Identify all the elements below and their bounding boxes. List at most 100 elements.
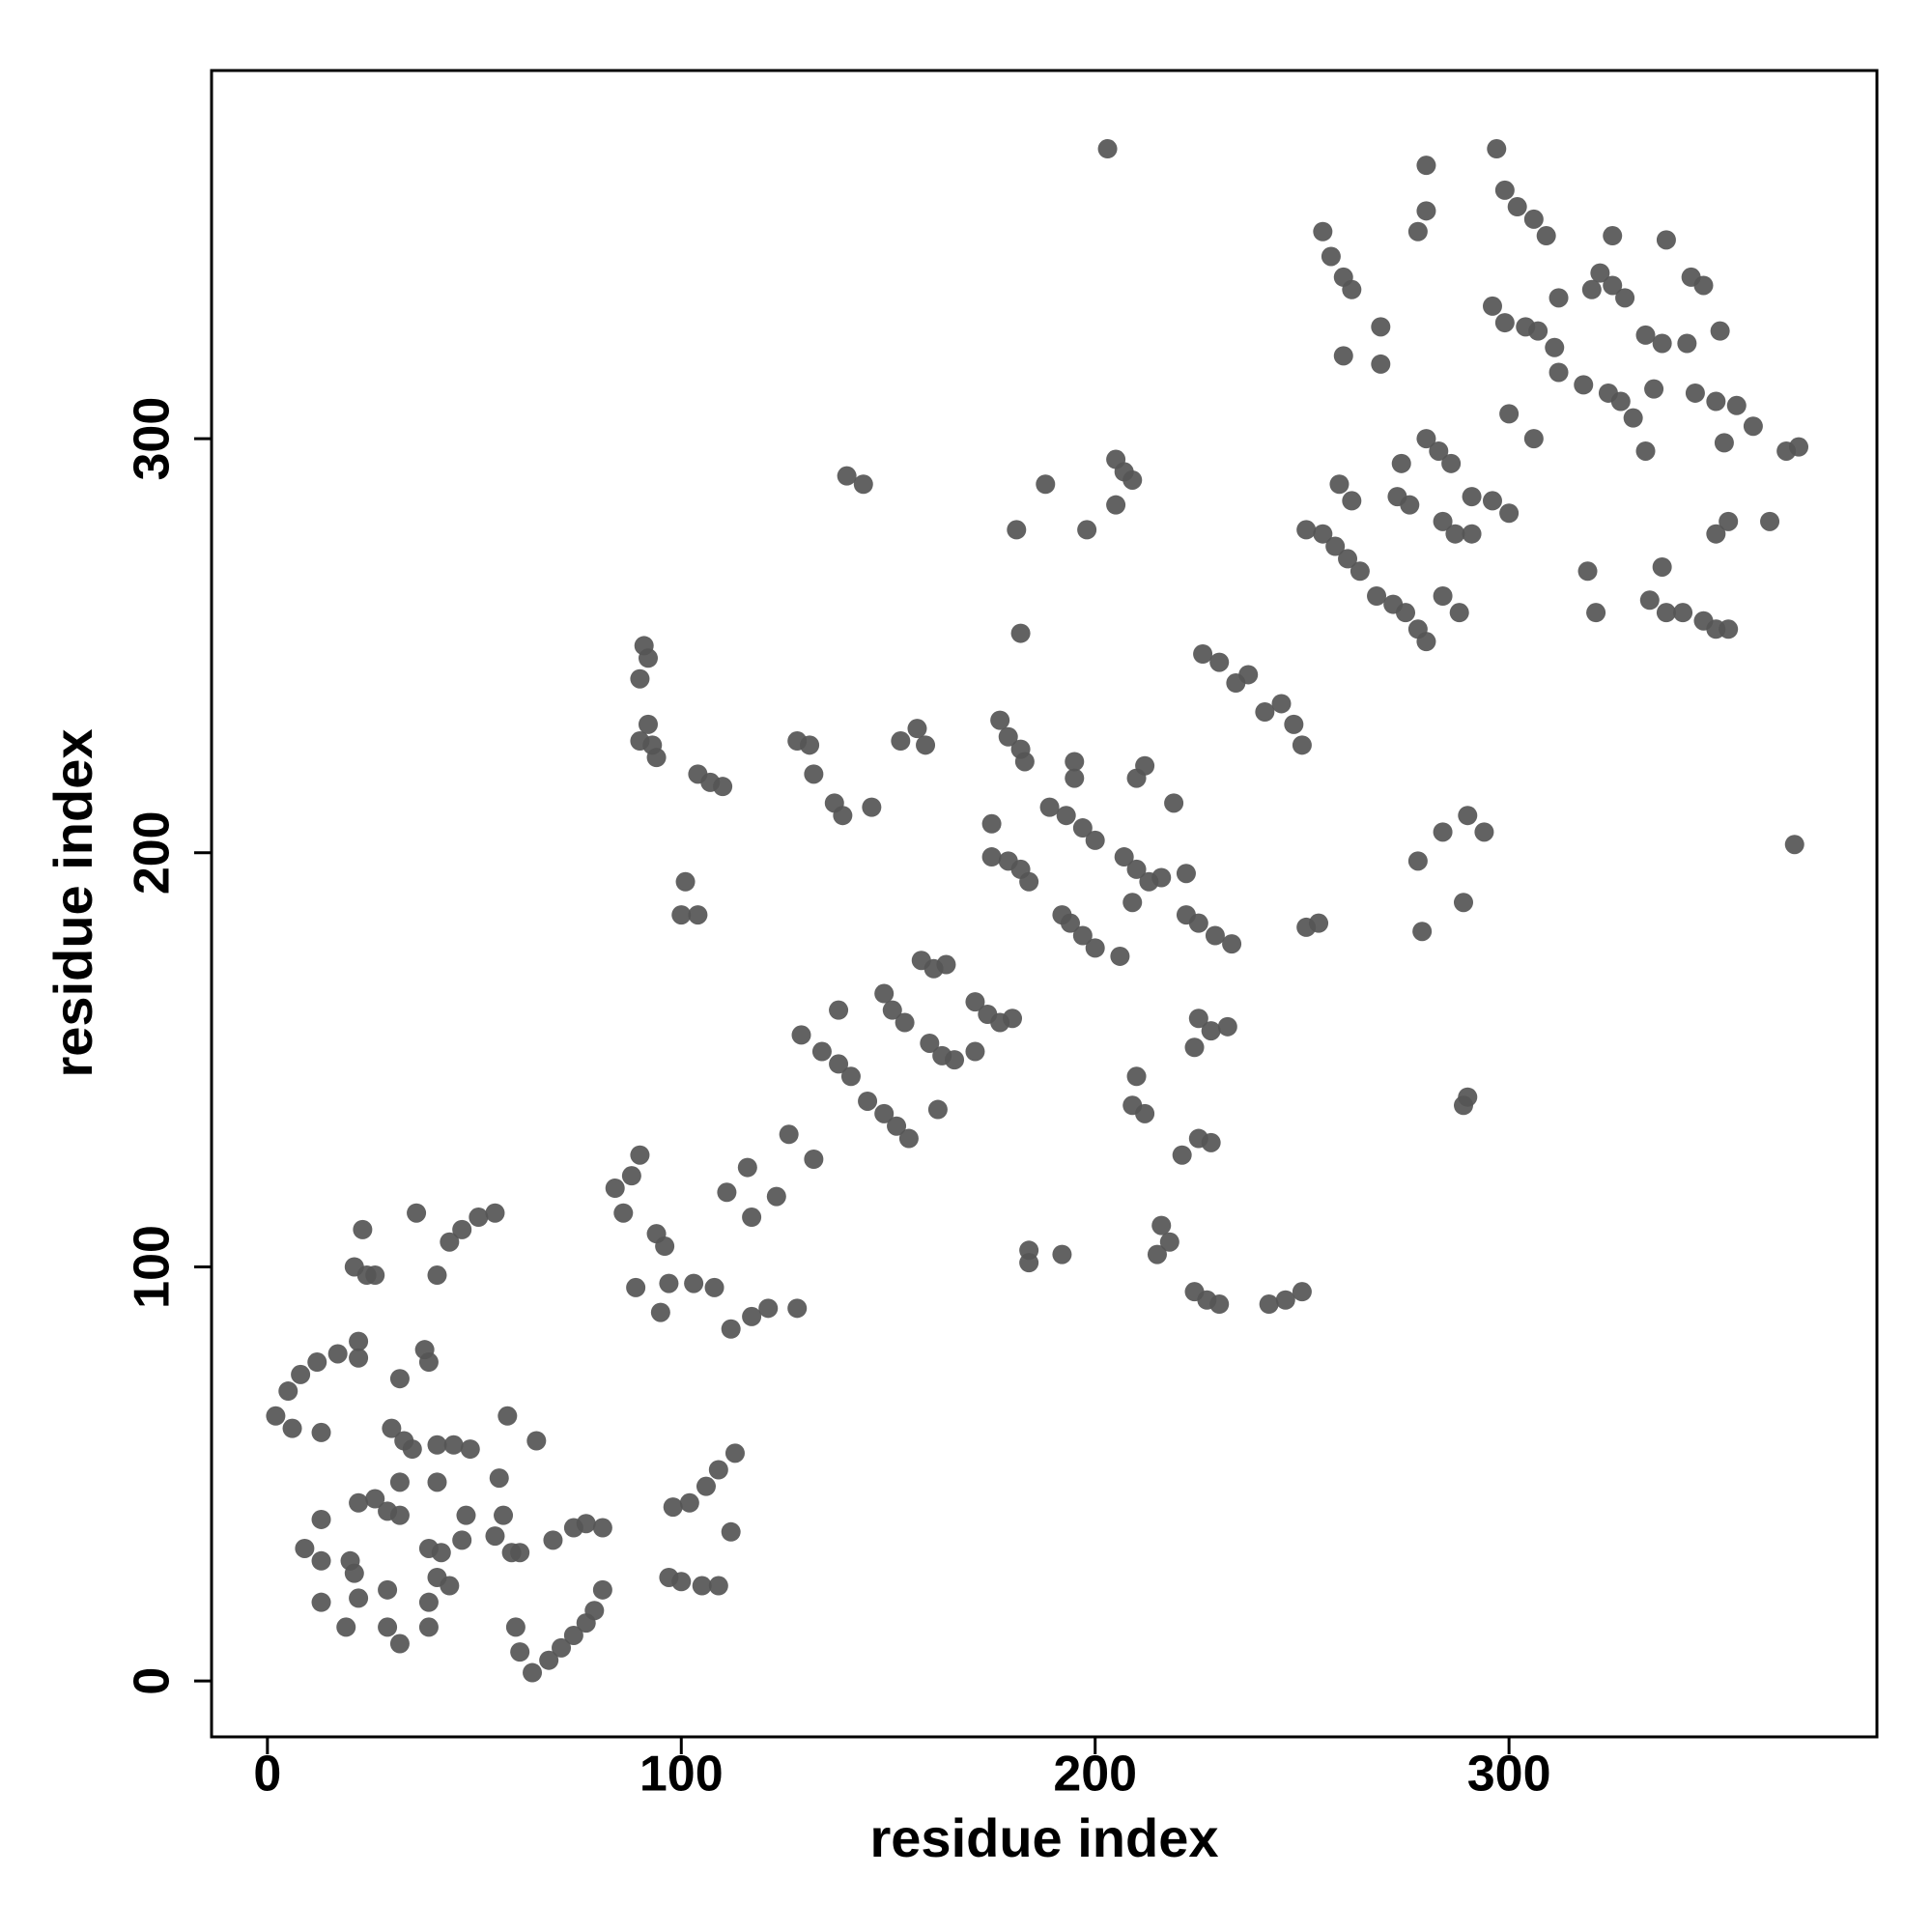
point (427, 1435, 447, 1455)
point (1052, 1244, 1072, 1264)
point (497, 1406, 518, 1426)
point (510, 1543, 530, 1563)
point (1429, 440, 1449, 461)
point (804, 764, 824, 784)
point (1482, 296, 1502, 316)
point (907, 719, 927, 739)
point (1255, 702, 1275, 723)
point (1494, 180, 1515, 200)
point (1635, 325, 1656, 345)
point (655, 1236, 675, 1257)
point (349, 1331, 369, 1351)
point (981, 813, 1002, 834)
point (510, 1642, 530, 1662)
y-tick-label: 300 (125, 397, 181, 481)
point (1329, 474, 1350, 495)
point (671, 905, 692, 925)
point (1710, 321, 1730, 341)
plot-frame (210, 69, 1879, 1739)
point (787, 1298, 808, 1319)
point (1482, 491, 1502, 511)
point (1416, 429, 1436, 449)
point (452, 1530, 472, 1550)
x-tick-label: 100 (639, 1747, 724, 1803)
point (1110, 946, 1130, 966)
point (1615, 288, 1635, 308)
point (1412, 922, 1433, 942)
point (708, 1576, 728, 1596)
point (1325, 536, 1346, 556)
point (688, 905, 708, 925)
point (1528, 321, 1548, 341)
point (1462, 524, 1482, 544)
point (862, 797, 882, 817)
point (829, 1000, 849, 1020)
point (418, 1352, 439, 1373)
point (1726, 395, 1747, 415)
point (1007, 520, 1027, 540)
point (378, 1617, 398, 1637)
point (642, 735, 663, 755)
point (407, 1203, 427, 1223)
point (489, 1468, 509, 1489)
point (1449, 603, 1469, 623)
point (882, 1000, 902, 1020)
point (1019, 871, 1039, 892)
point (1271, 694, 1292, 714)
point (1209, 1294, 1230, 1315)
point (1407, 851, 1428, 871)
point (1159, 1232, 1179, 1252)
point (1706, 524, 1726, 544)
point (990, 710, 1010, 730)
point (469, 1208, 489, 1228)
point (1714, 433, 1734, 453)
point (336, 1617, 356, 1637)
point (1548, 288, 1569, 308)
point (1065, 768, 1085, 788)
point (840, 1066, 861, 1087)
point (1603, 275, 1623, 296)
point (526, 1431, 547, 1451)
point (1433, 511, 1453, 531)
point (543, 1530, 563, 1550)
point (291, 1364, 311, 1384)
point (1296, 520, 1317, 540)
y-tick-label: 100 (125, 1225, 181, 1309)
point (1065, 752, 1085, 772)
point (1407, 221, 1428, 242)
point (389, 1472, 410, 1492)
point (389, 1634, 410, 1654)
point (833, 806, 853, 826)
point (311, 1509, 331, 1529)
point (1656, 230, 1676, 250)
point (1275, 1290, 1295, 1310)
point (887, 1116, 907, 1136)
point (1416, 201, 1436, 221)
point (1205, 925, 1225, 946)
point (485, 1526, 505, 1547)
point (1416, 632, 1436, 652)
point (998, 726, 1018, 747)
point (696, 1476, 716, 1496)
point (1164, 793, 1184, 813)
point (936, 954, 956, 975)
point (1639, 590, 1660, 611)
point (1536, 226, 1556, 246)
point (1445, 524, 1465, 544)
point (927, 1099, 948, 1120)
point (1126, 768, 1147, 788)
point (1039, 797, 1060, 817)
point (382, 1418, 402, 1438)
point (1623, 408, 1643, 428)
x-tick-label: 200 (1053, 1747, 1137, 1803)
point (1201, 1021, 1221, 1041)
point (766, 1186, 786, 1207)
point (1433, 822, 1453, 842)
point (1603, 226, 1623, 246)
point (811, 1041, 832, 1062)
point (1188, 1009, 1208, 1029)
point (708, 1460, 728, 1480)
point (344, 1257, 364, 1277)
point (440, 1232, 460, 1252)
